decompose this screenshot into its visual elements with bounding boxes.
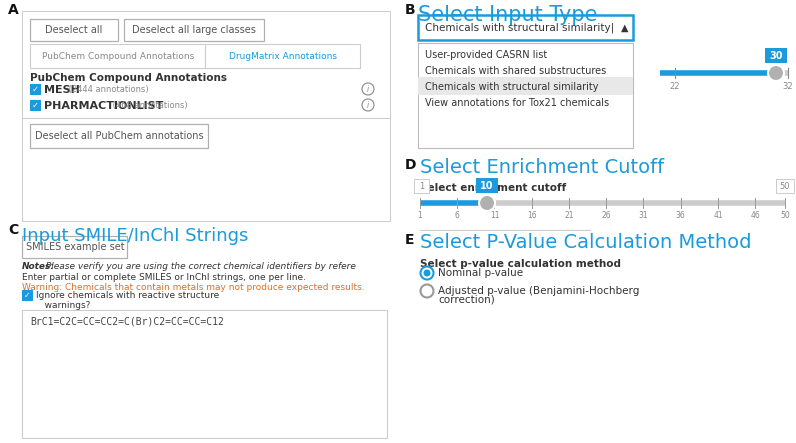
Text: Select P-Value Calculation Method: Select P-Value Calculation Method [420,233,751,252]
Text: 21: 21 [564,211,574,220]
Text: PubChem Compound Annotations: PubChem Compound Annotations [30,73,227,83]
Text: 1: 1 [419,182,424,190]
Text: ▲: ▲ [621,23,629,32]
Text: Warning: Chemicals that contain metals may not produce expected results.: Warning: Chemicals that contain metals m… [22,283,365,292]
Text: Ignore chemicals with reactive structure: Ignore chemicals with reactive structure [36,291,219,300]
Text: 46: 46 [751,211,760,220]
Bar [418,43,633,148]
Text: Deselect all: Deselect all [45,25,103,35]
Text: Chemicals with structural similarity|: Chemicals with structural similarity| [425,22,615,33]
Text: 10: 10 [480,180,494,190]
Bar [30,19,118,41]
Circle shape [420,267,434,280]
Text: 31: 31 [638,211,648,220]
Text: PHARMACTIONLIST: PHARMACTIONLIST [44,101,163,111]
Bar [22,236,127,258]
Text: Chemicals with shared substructures: Chemicals with shared substructures [425,66,607,76]
Bar [30,44,205,68]
Text: D: D [405,158,416,172]
Text: E: E [405,233,415,247]
Bar [476,178,498,193]
Text: 1: 1 [418,211,423,220]
Bar [22,290,32,300]
Text: 32: 32 [782,82,794,91]
Bar [30,100,40,110]
Text: Notes:: Notes: [22,262,55,271]
Bar [205,44,360,68]
Text: Select Enrichment Cutoff: Select Enrichment Cutoff [420,158,664,177]
Text: Deselect all PubChem annotations: Deselect all PubChem annotations [35,131,203,141]
Text: Adjusted p-value (Benjamini-Hochberg: Adjusted p-value (Benjamini-Hochberg [438,286,639,296]
Text: Please verify you are using the correct chemical identifiers by refere: Please verify you are using the correct … [43,262,356,271]
Bar [30,84,40,94]
Text: 6: 6 [455,211,459,220]
Text: 50: 50 [780,211,790,220]
Text: (468 annotations): (468 annotations) [110,101,188,110]
Bar [30,124,208,148]
Text: 11: 11 [490,211,499,220]
Text: DrugMatrix Annotations: DrugMatrix Annotations [229,51,337,61]
Text: 26: 26 [602,211,611,220]
Circle shape [768,65,784,81]
Circle shape [362,83,374,95]
Text: 50: 50 [780,182,790,190]
Text: 36: 36 [676,211,685,220]
Bar [418,15,633,40]
Text: Enter partial or complete SMILES or InChI strings, one per line.: Enter partial or complete SMILES or InCh… [22,273,306,282]
Text: Nominal p-value: Nominal p-value [438,268,523,278]
Text: C: C [8,223,18,237]
Circle shape [479,195,495,211]
Text: Deselect all large classes: Deselect all large classes [132,25,256,35]
Text: View annotations for Tox21 chemicals: View annotations for Tox21 chemicals [425,98,609,108]
Text: User-provided CASRN list: User-provided CASRN list [425,50,548,60]
Bar [765,48,787,63]
Bar [22,11,390,221]
Text: correction): correction) [438,295,495,305]
Text: 22: 22 [669,82,681,91]
Text: Select Input Type: Select Input Type [418,5,598,25]
Text: MESH: MESH [44,85,80,95]
Bar [418,77,633,95]
Text: Select enrichment cutoff: Select enrichment cutoff [420,183,566,193]
Text: Input SMILE/InChI Strings: Input SMILE/InChI Strings [22,227,248,245]
Text: ✓: ✓ [32,101,38,109]
Bar [776,179,794,193]
Text: ✓: ✓ [32,85,38,93]
Text: ✓: ✓ [24,291,30,299]
Bar [22,310,387,438]
Text: A: A [8,3,19,17]
Text: (2444 annotations): (2444 annotations) [66,85,149,94]
Text: B: B [405,3,416,17]
Text: PubChem Compound Annotations: PubChem Compound Annotations [42,51,194,61]
Text: Select p-value calculation method: Select p-value calculation method [420,259,621,269]
Text: Chemicals with structural similarity: Chemicals with structural similarity [425,82,599,92]
Circle shape [362,99,374,111]
Circle shape [420,284,434,298]
Text: 16: 16 [527,211,537,220]
Text: SMILES example set: SMILES example set [25,242,124,252]
Text: 41: 41 [713,211,723,220]
Text: BrC1=C2C=CC=CC2=C(Br)C2=CC=CC=C12: BrC1=C2C=CC=CC2=C(Br)C2=CC=CC=C12 [30,317,224,327]
Text: i: i [367,85,369,93]
Text: 30: 30 [769,51,782,61]
Text: warnings?: warnings? [36,301,91,310]
Text: i: i [367,101,369,109]
Circle shape [423,269,431,276]
Bar [414,179,429,193]
Bar [124,19,264,41]
